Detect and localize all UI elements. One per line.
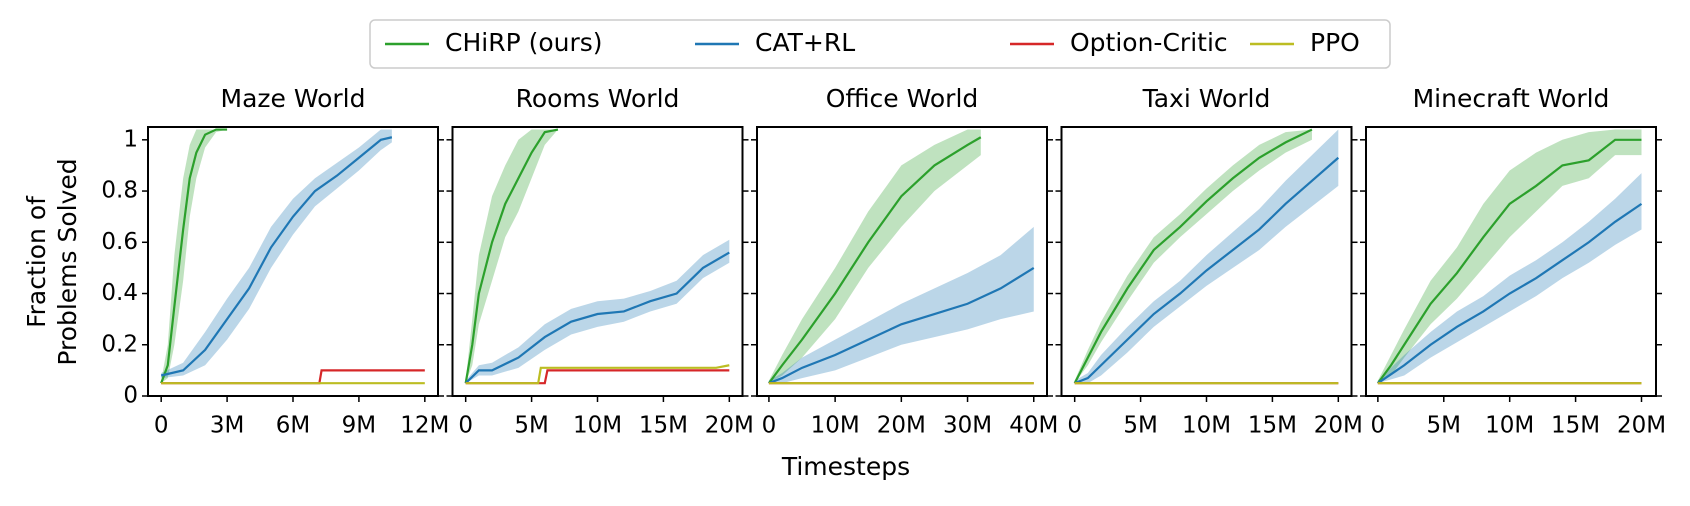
y-tick-label: 0	[123, 383, 138, 409]
x-tick-label: 0	[762, 413, 777, 439]
panel-title: Maze World	[221, 84, 366, 113]
series-line	[160, 136, 393, 377]
series-line	[465, 369, 730, 385]
x-tick-label: 0	[1371, 413, 1386, 439]
series-line	[1073, 128, 1313, 384]
series-line	[1376, 138, 1642, 384]
series-line	[465, 364, 730, 385]
axes-frame	[1060, 126, 1353, 397]
x-tick-label: 0	[1067, 413, 1082, 439]
series-line	[768, 136, 982, 384]
confidence-band	[1377, 173, 1642, 384]
x-tick-label: 12M	[400, 413, 449, 439]
plot-area	[1376, 129, 1643, 385]
legend-label: PPO	[1310, 28, 1360, 57]
confidence-band	[1377, 129, 1642, 384]
x-axis-label: Timesteps	[781, 452, 910, 481]
x-tick-label: 15M	[1551, 413, 1600, 439]
x-tick-label: 20M	[705, 413, 754, 439]
axes-frame	[756, 126, 1048, 397]
y-tick-label: 1	[123, 126, 138, 152]
panel-title: Rooms World	[516, 84, 680, 113]
x-tick-label: 0	[154, 413, 169, 439]
plot-area	[768, 129, 1035, 385]
y-tick-label: 0.6	[101, 229, 138, 255]
plot-area	[464, 128, 730, 385]
x-tick-label: 5M	[1123, 413, 1157, 439]
x-tick-label: 10M	[811, 413, 860, 439]
x-tick-label: 20M	[1314, 413, 1363, 439]
legend-label: Option-Critic	[1070, 28, 1228, 57]
x-tick-label: 0	[458, 413, 473, 439]
confidence-band	[161, 129, 228, 384]
confidence-band	[161, 129, 392, 379]
legend-label: CAT+RL	[755, 28, 855, 57]
axes-frame	[147, 126, 439, 397]
y-tick-label: 0.2	[101, 331, 138, 357]
confidence-band	[1074, 129, 1339, 384]
legend-label: CHiRP (ours)	[445, 28, 603, 57]
series-line	[464, 128, 559, 384]
x-tick-label: 30M	[943, 413, 992, 439]
x-tick-label: 10M	[1485, 413, 1534, 439]
x-tick-label: 20M	[877, 413, 926, 439]
x-tick-label: 40M	[1009, 413, 1058, 439]
x-tick-label: 10M	[573, 413, 622, 439]
plot-area	[160, 128, 425, 385]
x-tick-label: 10M	[1182, 413, 1231, 439]
x-tick-label: 5M	[1427, 413, 1461, 439]
legend-box	[369, 19, 1391, 69]
x-tick-label: 15M	[1248, 413, 1297, 439]
confidence-band	[465, 129, 558, 384]
panel-title: Taxi World	[1142, 84, 1271, 113]
series-line	[1377, 202, 1643, 385]
series-line	[1074, 156, 1340, 385]
series-line	[160, 128, 228, 384]
x-tick-label: 3M	[210, 413, 244, 439]
series-line	[768, 266, 1035, 385]
x-tick-label: 5M	[514, 413, 548, 439]
panel-title: Office World	[826, 84, 979, 113]
x-tick-label: 6M	[276, 413, 310, 439]
confidence-band	[768, 226, 1034, 384]
axes-frame	[1365, 126, 1657, 397]
confidence-band	[465, 239, 730, 384]
confidence-band	[768, 129, 981, 384]
panel-title: Minecraft World	[1413, 84, 1610, 113]
y-axis-label-line: Fraction of	[22, 195, 51, 328]
y-axis-label-line: Problems Solved	[53, 158, 82, 365]
x-tick-label: 9M	[342, 413, 376, 439]
y-tick-label: 0.4	[101, 280, 138, 306]
series-line	[464, 251, 730, 384]
x-tick-label: 20M	[1617, 413, 1666, 439]
plot-area	[1073, 128, 1340, 385]
y-tick-label: 0.8	[101, 178, 138, 204]
x-tick-label: 15M	[639, 413, 688, 439]
axes-frame	[451, 126, 744, 397]
series-line	[161, 369, 425, 385]
y-axis-label: Fraction of Problems Solved	[22, 158, 82, 365]
